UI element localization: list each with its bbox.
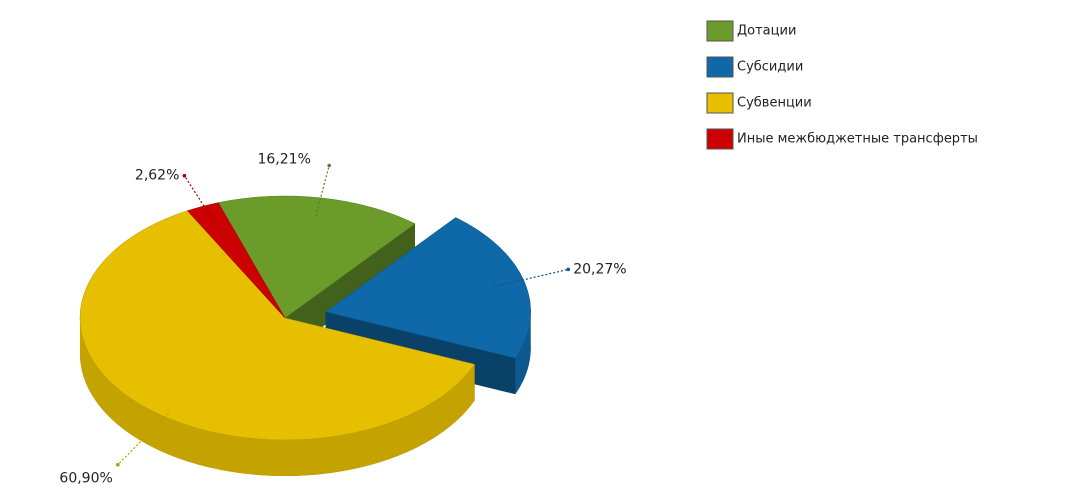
leader-line xyxy=(117,412,169,466)
pie-labels: 16,21% 20,27% 60,90% 2,62% xyxy=(59,152,626,487)
data-label: 2,62% xyxy=(135,168,179,184)
legend-swatch xyxy=(706,128,734,150)
legend-label: Субсидии xyxy=(737,60,803,75)
leader-line xyxy=(315,165,330,217)
pie-slice xyxy=(186,202,286,319)
legend-label: Иные межбюджетные трансферты xyxy=(737,132,978,147)
leader-dot xyxy=(566,267,571,272)
legend-swatch xyxy=(706,56,734,78)
leader-dot xyxy=(327,163,331,168)
leader-dot xyxy=(116,462,120,467)
legend: Дотации Субсидии Субвенции Иные межбюджетны… xyxy=(706,20,978,150)
data-label: 16,21% xyxy=(257,152,310,168)
leader-dot xyxy=(182,173,187,178)
leader-line xyxy=(183,175,216,224)
pie-slice xyxy=(325,217,531,359)
pie-slice xyxy=(79,210,476,441)
leader-line xyxy=(494,268,569,288)
legend-label: Дотации xyxy=(737,24,796,39)
slice-wall xyxy=(80,318,475,476)
legend-swatch xyxy=(706,92,734,114)
slice-side xyxy=(285,223,415,354)
legend-swatch xyxy=(706,20,734,42)
data-label: 20,27% xyxy=(573,261,626,277)
slice-wall xyxy=(515,311,531,395)
legend-label: Субвенции xyxy=(737,96,812,111)
pie-tops xyxy=(79,195,531,441)
data-label: 60,90% xyxy=(59,471,112,487)
